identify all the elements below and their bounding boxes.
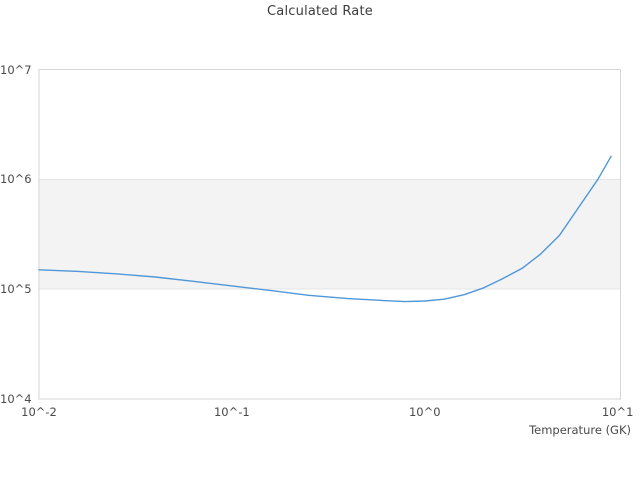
x-tick-label: 10^0 [408,405,441,419]
x-tick-label: 10^-1 [213,405,250,419]
y-tick-label: 10^5 [0,282,32,297]
chart-title: Calculated Rate [267,4,373,19]
x-tick-label: 10^-2 [21,405,57,419]
y-tick-label: 10^7 [0,62,32,77]
rate-curve [38,155,612,303]
highlight-band [39,179,621,290]
y-tick-label: 10^6 [0,172,32,187]
plot-border [38,69,621,400]
x-axis-title: Temperature (GK) [529,423,631,437]
y-tick-label: 10^4 [0,392,32,406]
x-tick-label: 10^1 [601,405,634,419]
